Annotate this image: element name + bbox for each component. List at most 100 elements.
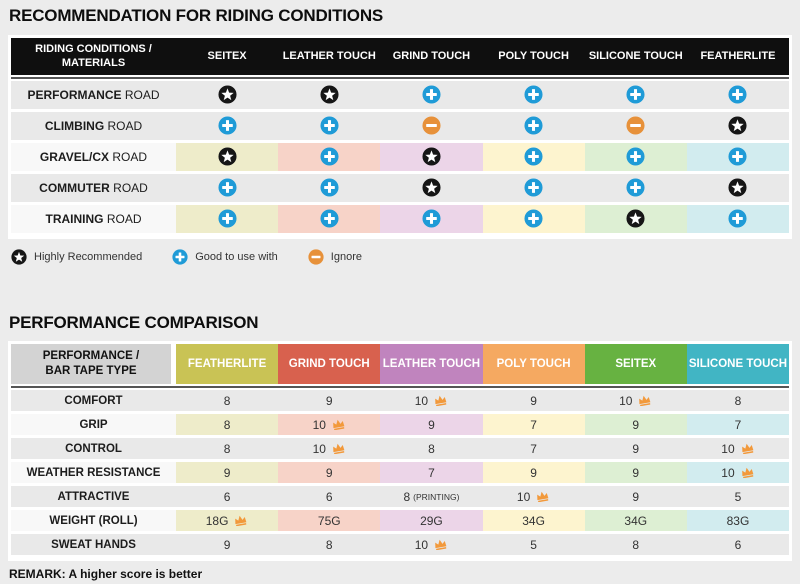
riding-header-label-line1: RIDING CONDITIONS / — [35, 42, 152, 55]
riding-cell — [584, 173, 687, 202]
performance-cell: 9 — [584, 486, 687, 508]
riding-cell — [686, 204, 790, 233]
performance-cell: 9 — [482, 390, 585, 412]
riding-row-label: TRAINING ROAD — [11, 204, 176, 233]
cell-value: 6 — [325, 489, 333, 504]
cell-note: (PRINTING) — [413, 491, 460, 502]
minus-icon — [626, 116, 645, 135]
cell-value: 7 — [530, 417, 537, 432]
cell-value: 9 — [223, 465, 231, 480]
crown-icon — [740, 443, 755, 455]
cell-value: 9 — [530, 465, 537, 480]
crown-icon — [740, 467, 755, 479]
cell-value: 9 — [325, 393, 333, 408]
performance-cell: 8 — [176, 390, 279, 412]
riding-header-label-line2: MATERIALS — [61, 57, 126, 70]
riding-cell — [278, 80, 381, 109]
crown-icon — [331, 443, 346, 455]
riding-header-column: SILICONE TOUCH — [588, 50, 683, 63]
performance-cell: 6 — [278, 486, 381, 508]
plus-icon — [626, 85, 645, 104]
performance-row: COMFORT 8 9 10 9 10 8 — [11, 390, 790, 412]
cell-value: 9 — [632, 441, 640, 456]
riding-cell — [176, 80, 279, 109]
star-icon — [728, 178, 747, 197]
riding-cell — [278, 111, 381, 140]
plus-icon — [524, 209, 543, 228]
cell-value: 83G — [726, 513, 750, 528]
performance-header-label-line1: PERFORMANCE / — [42, 350, 140, 363]
cell-value: 9 — [223, 537, 231, 552]
cell-value: 9 — [632, 417, 640, 432]
performance-cell: 10 — [278, 414, 381, 436]
plus-icon — [524, 147, 543, 166]
performance-cell: 9 — [584, 462, 687, 484]
cell-value: 10 — [619, 393, 633, 408]
legend-item: Good to use with — [172, 248, 278, 265]
performance-cell: 75G — [278, 510, 381, 532]
minus-icon — [422, 116, 441, 135]
performance-cell: 10 — [686, 462, 790, 484]
riding-cell — [380, 111, 483, 140]
cell-value: 9 — [325, 465, 333, 480]
riding-cell — [482, 142, 585, 171]
cell-value: 10 — [516, 489, 531, 504]
performance-cell: 9 — [584, 438, 687, 460]
riding-table-body: PERFORMANCE ROAD CLIMBING ROAD GRAVEL/CX R… — [11, 80, 790, 233]
riding-row: PERFORMANCE ROAD — [11, 80, 790, 109]
cell-value: 8 — [325, 537, 333, 552]
riding-row-label-bold: PERFORMANCE — [27, 87, 122, 102]
riding-row-label-bold: CLIMBING — [44, 118, 105, 133]
star-icon — [218, 147, 237, 166]
plus-icon — [218, 209, 237, 228]
cell-value: 10 — [721, 441, 735, 456]
performance-cell: 7 — [380, 462, 483, 484]
riding-row-label: COMMUTER ROAD — [11, 173, 176, 202]
performance-header-column: GRIND TOUCH — [278, 344, 381, 385]
riding-cell — [380, 142, 483, 171]
plus-icon — [728, 209, 747, 228]
riding-cell — [482, 111, 585, 140]
crown-icon — [331, 419, 346, 431]
performance-row: WEIGHT (ROLL) 18G 75G 29G 34G 34G 83G — [11, 510, 790, 532]
performance-cell: 34G — [584, 510, 687, 532]
performance-cell: 6 — [686, 534, 790, 556]
cell-value: 8 — [734, 393, 742, 408]
star-icon — [11, 248, 27, 265]
riding-row-label-suffix: ROAD — [121, 87, 160, 102]
riding-row-label: GRAVEL/CX ROAD — [11, 142, 176, 171]
riding-cell — [278, 142, 381, 171]
header-divider — [11, 386, 789, 389]
riding-cell — [686, 80, 790, 109]
performance-cell: 34G — [482, 510, 585, 532]
plus-icon — [626, 147, 645, 166]
cell-value: 10 — [414, 393, 429, 408]
performance-cell: 10 — [584, 390, 687, 412]
remark: REMARK: A higher score is better — [9, 567, 203, 582]
cell-value: 7 — [734, 417, 742, 432]
star-icon — [422, 178, 441, 197]
performance-header-column: POLY TOUCH — [482, 344, 585, 385]
crown-icon — [433, 395, 448, 407]
plus-icon — [422, 209, 441, 228]
riding-header-column: GRIND TOUCH — [392, 50, 471, 63]
riding-row-label-suffix: ROAD — [104, 118, 143, 133]
cell-value: 10 — [721, 465, 735, 480]
riding-cell — [584, 80, 687, 109]
performance-cell: 9 — [482, 462, 585, 484]
performance-cell: 9 — [278, 390, 381, 412]
riding-row-label: CLIMBING ROAD — [11, 111, 176, 140]
performance-cell: 9 — [176, 534, 279, 556]
riding-cell — [380, 80, 483, 109]
riding-cell — [176, 142, 279, 171]
performance-row-label: SWEAT HANDS — [11, 534, 176, 556]
riding-cell — [176, 111, 279, 140]
plus-icon — [172, 248, 188, 265]
plus-icon — [422, 85, 441, 104]
performance-row-label: ATTRACTIVE — [11, 486, 176, 508]
riding-conditions-table: RIDING CONDITIONS / MATERIALS SEITEX LEAT… — [8, 34, 792, 239]
performance-cell: 7 — [482, 438, 585, 460]
riding-cell — [584, 111, 687, 140]
star-icon — [626, 209, 645, 228]
cell-value: 10 — [414, 537, 429, 552]
